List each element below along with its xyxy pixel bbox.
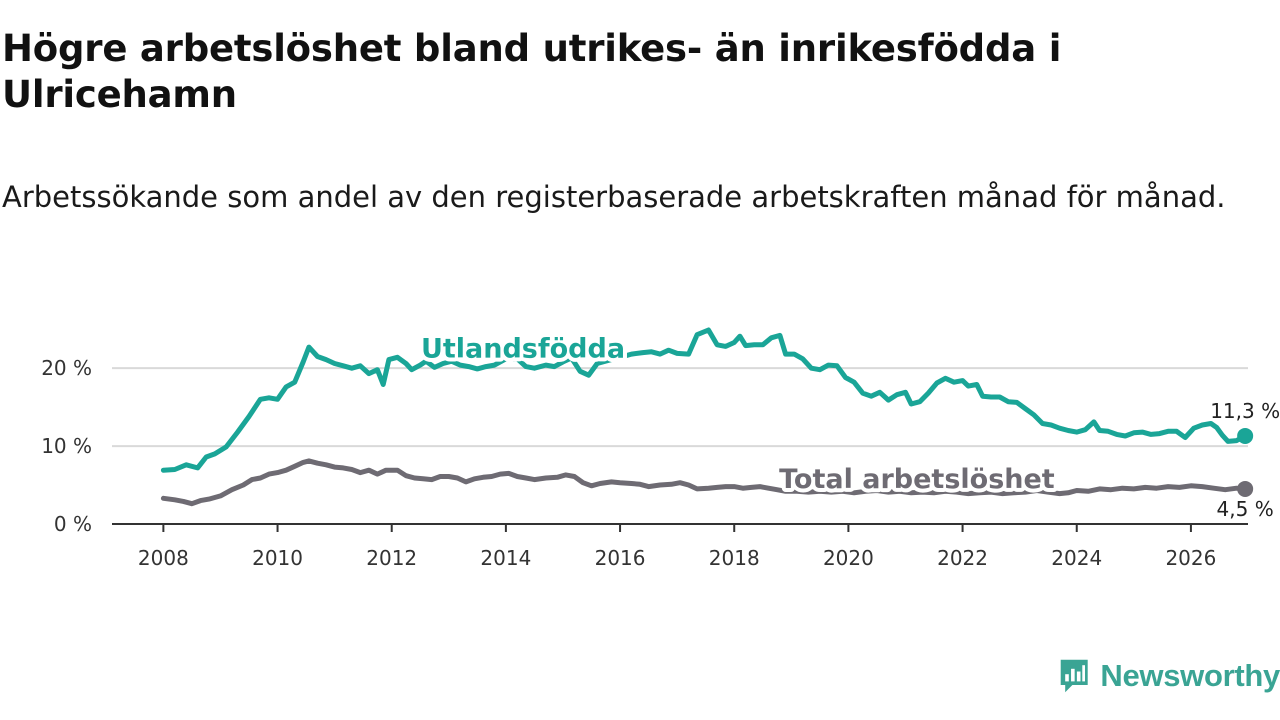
bar-chart-bubble-icon (1060, 659, 1088, 693)
chart-title: Högre arbetslöshet bland utrikes- än inr… (2, 27, 1062, 116)
chart-subtitle: Arbetssökande som andel av den registerb… (2, 180, 1226, 214)
foreign-born-end-value-label: 11,3 % (1210, 399, 1280, 423)
x-tick-label: 2016 (595, 546, 646, 570)
y-tick-label: 10 % (41, 434, 92, 458)
total-series-label: Total arbetslöshet (779, 464, 1055, 495)
x-tick-label: 2026 (1165, 546, 1216, 570)
total-series-label-halo: Total arbetslöshet (779, 464, 1055, 495)
x-tick-label: 2008 (138, 546, 189, 570)
x-tick-label: 2024 (1051, 546, 1102, 570)
x-axis-ticks: 2008 2010 2012 2014 2016 2018 2020 2022 2024 2026 (138, 524, 1216, 570)
brand-name: Newsworthy (1100, 658, 1280, 693)
y-tick-label: 0 % (54, 512, 92, 536)
x-tick-label: 2012 (366, 546, 417, 570)
x-tick-label: 2022 (937, 546, 988, 570)
foreign-born-series-line (160, 327, 1248, 473)
total-series-line (160, 458, 1248, 507)
x-tick-label: 2020 (823, 546, 874, 570)
foreign-born-series-label: Utlandsfödda (421, 333, 625, 364)
total-end-marker (1237, 480, 1254, 497)
x-tick-label: 2018 (709, 546, 760, 570)
x-tick-label: 2010 (252, 546, 303, 570)
y-tick-label: 20 % (41, 356, 92, 380)
series-lines (160, 327, 1254, 507)
newsworthy-logo: Newsworthy (1058, 654, 1280, 698)
y-axis-tick-labels: 0 % 10 % 20 % (41, 356, 92, 536)
foreign-born-end-marker (1237, 427, 1254, 444)
total-end-value-label: 4,5 % (1217, 497, 1274, 521)
line-chart: 0 % 10 % 20 % 2008 2010 2012 2014 2016 2018 2020… (41, 327, 1280, 570)
x-tick-label: 2014 (480, 546, 531, 570)
foreign-born-series-label-halo: Utlandsfödda (421, 333, 625, 364)
